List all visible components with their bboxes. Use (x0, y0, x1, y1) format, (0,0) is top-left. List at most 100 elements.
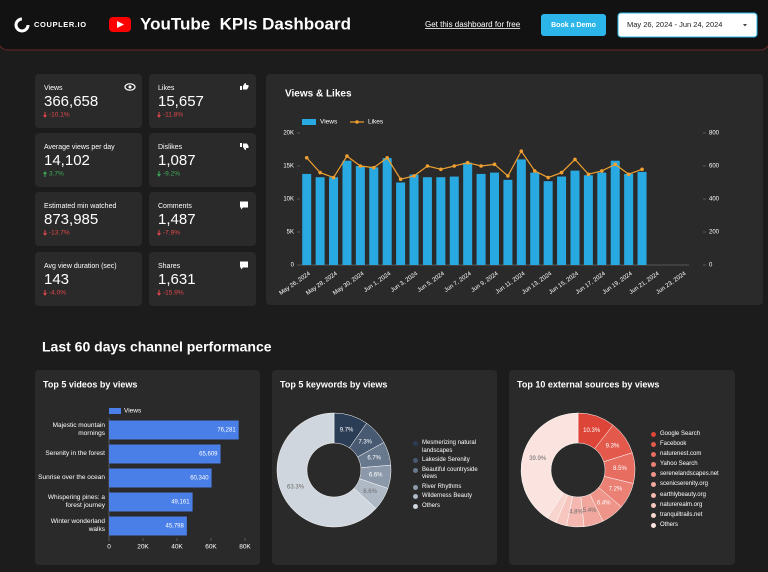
demo-button-label[interactable]: Book a Demo (551, 22, 596, 29)
y-tick-label: 5K (287, 230, 294, 236)
value-label: 49,161 (171, 500, 190, 506)
kpi-icon (128, 85, 132, 89)
kpi-arrow (43, 290, 47, 296)
y2-tick-label: 400 (709, 197, 720, 203)
kpi-value: 1,087 (158, 152, 196, 169)
kpi-label: Comments (158, 203, 192, 210)
legend-label: Others (422, 502, 441, 509)
kpi-card (149, 74, 256, 128)
kpi-value: 14,102 (44, 152, 90, 169)
legend-item: Google Search (651, 431, 731, 439)
legend-item: naturerealm.org (651, 502, 731, 510)
kpi-value: 366,658 (44, 93, 98, 110)
line-point (452, 164, 457, 168)
legend-label: Yahoo Search (660, 461, 698, 468)
slice-label: 10.3% (583, 428, 601, 434)
legend-swatch (413, 467, 418, 473)
y-tick-label: 10K (283, 197, 294, 203)
legend-item: Yahoo Search (651, 461, 731, 469)
legend-label: Lakeside Serenity (422, 457, 470, 463)
bar (463, 162, 473, 265)
date-picker[interactable] (617, 12, 758, 38)
youtube-play (117, 21, 124, 28)
legend-swatch (651, 452, 656, 458)
slice-label: 6.7% (367, 455, 381, 461)
kpi-value: 1,487 (158, 211, 196, 228)
bar (490, 172, 499, 265)
bar (422, 177, 432, 265)
kpi-label: Avg view duration (sec) (44, 263, 117, 270)
line-point (532, 169, 537, 173)
y-tick-label: Winter wonderland walks (50, 517, 105, 533)
y-tick-label-box: Serenity in the forest (35, 442, 105, 466)
kpi-arrow (157, 290, 161, 296)
kpi-card (149, 133, 256, 187)
legend-item: Others (651, 522, 731, 530)
date-range[interactable]: May 26, 2024 - Jun 24, 2024 (627, 20, 722, 29)
free-link[interactable]: Get this dashboard for free (425, 20, 521, 29)
legend-label: tranquiltrails.net (660, 511, 703, 518)
legend-item: tranquiltrails.net (651, 512, 731, 520)
legend-swatch (109, 408, 121, 414)
y2-tick-label: 0 (709, 263, 713, 269)
legend-swatch (413, 441, 418, 446)
kpi-label: Average views per day (44, 144, 115, 151)
line-point (506, 174, 510, 178)
bar (503, 179, 513, 265)
legend-label: serenelandscapes.net (660, 471, 719, 478)
y-tick-label: 20K (283, 131, 294, 137)
legend-swatch (413, 494, 418, 499)
kpi-value: 873,985 (44, 211, 98, 228)
kpi-arrow (43, 171, 47, 177)
kpi-arrow (157, 112, 161, 118)
y-tick-label-box: Whispering pines: a forest journey (35, 490, 105, 514)
line-point (559, 170, 564, 175)
legend-item: naturenest.com (651, 451, 731, 459)
y-tick-label: 15K (283, 164, 294, 170)
line-point (412, 174, 416, 178)
bar (109, 444, 221, 464)
kpi-icon (240, 143, 249, 150)
y-tick-label: Majestic mountain mornings (52, 421, 105, 437)
kpi-card (35, 192, 142, 246)
line-point (600, 169, 604, 173)
legend-swatch (651, 462, 656, 468)
legend-swatch (651, 502, 656, 508)
logo-text: COUPLER.IO (34, 20, 87, 29)
legend-label: Wilderness Beauty (422, 493, 473, 499)
line-point (492, 162, 497, 167)
legend-item: Mesmerizing natural landscapes (413, 440, 491, 455)
y-tick-label-box: Sunrise over the ocean (35, 466, 105, 490)
bar (530, 172, 540, 265)
bar (543, 181, 553, 265)
line-point (358, 164, 363, 168)
legend-label: Mesmerizing natural landscapes (422, 440, 477, 454)
line-point (439, 167, 443, 172)
slice-label: 6.6% (369, 473, 383, 479)
bar (109, 492, 193, 512)
bar (436, 177, 446, 265)
y-tick-label: 0 (291, 263, 295, 269)
value-label: 76,281 (217, 428, 236, 434)
demo-button[interactable] (541, 14, 606, 36)
kpi-label: Views (44, 85, 63, 92)
legend-item: Facebook (651, 441, 731, 449)
legend-item: Wilderness Beauty (413, 493, 491, 501)
legend-swatch (651, 432, 656, 437)
slice-label: 4.8% (569, 510, 583, 516)
y2-tick-label: 800 (709, 131, 720, 137)
slice-label: 5.4% (583, 508, 597, 514)
kpi-icon (240, 201, 248, 210)
legend-item: scenicserenity.org (651, 481, 731, 489)
legend-swatch (651, 512, 656, 518)
kpi-icon (124, 83, 136, 91)
legend-swatch (651, 492, 656, 498)
line-point (371, 165, 376, 170)
legend-item: serenelandscapes.net (651, 471, 731, 479)
kpi-label: Dislikes (158, 144, 183, 151)
line-point (613, 162, 618, 167)
line-point (318, 170, 322, 175)
legend-label: Facebook (660, 441, 687, 448)
date-caret (743, 24, 747, 27)
